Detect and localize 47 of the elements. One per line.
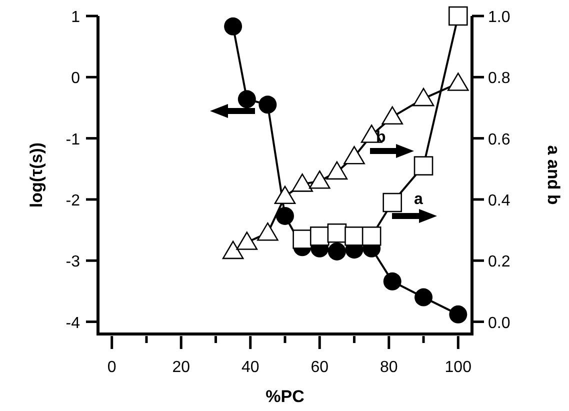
point <box>238 90 256 108</box>
x-tick-label: 80 <box>380 359 398 376</box>
y-axis-title: log(τ(s)) <box>27 142 46 208</box>
point <box>310 226 330 246</box>
y2-tick-label: 1.0 <box>488 9 510 26</box>
point <box>449 305 468 324</box>
point <box>412 88 434 106</box>
x-tick-label: 0 <box>107 359 116 376</box>
y-tick-label: 0 <box>71 70 80 88</box>
point <box>224 17 242 36</box>
point <box>414 156 434 176</box>
point <box>257 222 278 241</box>
y2-tick-label: 0.6 <box>488 131 510 148</box>
point <box>382 106 403 125</box>
point <box>382 192 402 212</box>
x-axis-title: %PC <box>266 387 304 406</box>
y-tick-label: -4 <box>66 314 80 332</box>
point <box>292 174 313 192</box>
point <box>362 226 382 246</box>
point <box>328 242 346 260</box>
point <box>258 96 277 114</box>
point <box>274 186 296 204</box>
x-tick-label: 20 <box>172 359 190 376</box>
y-tick-label: 1 <box>71 9 80 26</box>
x-tick-label: 100 <box>444 359 472 376</box>
point <box>308 170 330 189</box>
y-tick-label: -2 <box>66 192 80 210</box>
y2-axis-title: a and b <box>544 145 563 205</box>
point <box>344 226 364 246</box>
y-tick-label: -1 <box>66 131 80 148</box>
point <box>276 206 294 225</box>
y-tick-label: -3 <box>66 254 80 271</box>
y2-tick-label: 0.4 <box>488 192 510 210</box>
point <box>344 146 365 164</box>
series-label: a <box>414 191 423 208</box>
y2-tick-label: 0.8 <box>488 70 510 88</box>
y2-tick-label: 0.0 <box>488 314 510 332</box>
point <box>383 272 402 290</box>
point <box>222 240 244 260</box>
point <box>292 230 312 249</box>
x-tick-label: 60 <box>310 359 329 376</box>
y2-tick-label: 0.2 <box>488 254 510 271</box>
point <box>236 232 258 250</box>
point <box>326 161 348 180</box>
point <box>414 288 433 306</box>
x-tick-label: 40 <box>241 359 260 376</box>
point <box>448 72 469 91</box>
